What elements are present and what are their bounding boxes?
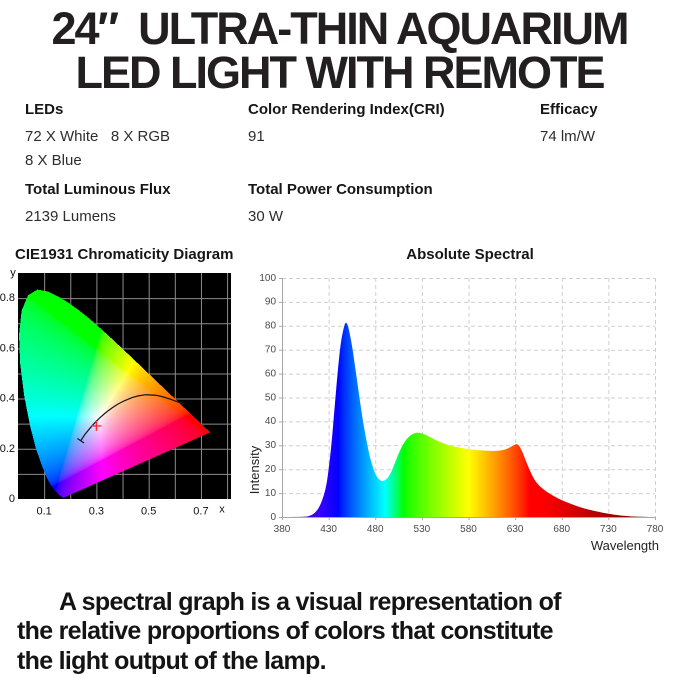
spec-power: Total Power Consumption 30 W <box>248 181 433 229</box>
spec-leds: LEDs 72 X White 8 X RGB 8 X Blue <box>25 101 170 173</box>
spec-efficacy-label: Efficacy <box>540 101 598 118</box>
product-title-line1: 24″ ULTRA-THIN AQUARIUM <box>51 3 629 54</box>
spec-luminous-flux: Total Luminous Flux 2139 Lumens <box>25 181 171 229</box>
footer-line-1: A spectral graph is a visual representat… <box>59 588 561 616</box>
cie-chart-title: CIE1931 Chromaticity Diagram <box>15 246 234 263</box>
spec-power-value: 30 W <box>248 208 284 225</box>
spec-power-label: Total Power Consumption <box>248 181 433 198</box>
spectral-chart-title: Absolute Spectral <box>406 246 534 263</box>
spec-leds-label: LEDs <box>25 101 64 118</box>
spec-leds-value-2: 8 X Blue <box>25 152 82 169</box>
absolute-spectral-chart <box>250 262 670 562</box>
spec-luminous-flux-label: Total Luminous Flux <box>25 181 171 198</box>
footer-description: A spectral graph is a visual representat… <box>17 588 672 676</box>
cie-chromaticity-diagram <box>0 265 252 545</box>
spec-luminous-flux-value: 2139 Lumens <box>25 208 116 225</box>
spec-efficacy: Efficacy 74 lm/W <box>540 101 598 149</box>
spec-cri: Color Rendering Index(CRI) 91 <box>248 101 445 149</box>
spec-efficacy-value: 74 lm/W <box>540 128 596 145</box>
spec-cri-value: 91 <box>248 128 265 145</box>
footer-line-3: the light output of the lamp. <box>17 646 327 675</box>
spec-leds-value-1: 72 X White 8 X RGB <box>25 128 171 145</box>
footer-line-2: the relative proportions of colors that … <box>17 617 554 646</box>
spec-cri-label: Color Rendering Index(CRI) <box>248 101 445 118</box>
product-title-line2: LED LIGHT WITH REMOTE <box>75 47 606 98</box>
